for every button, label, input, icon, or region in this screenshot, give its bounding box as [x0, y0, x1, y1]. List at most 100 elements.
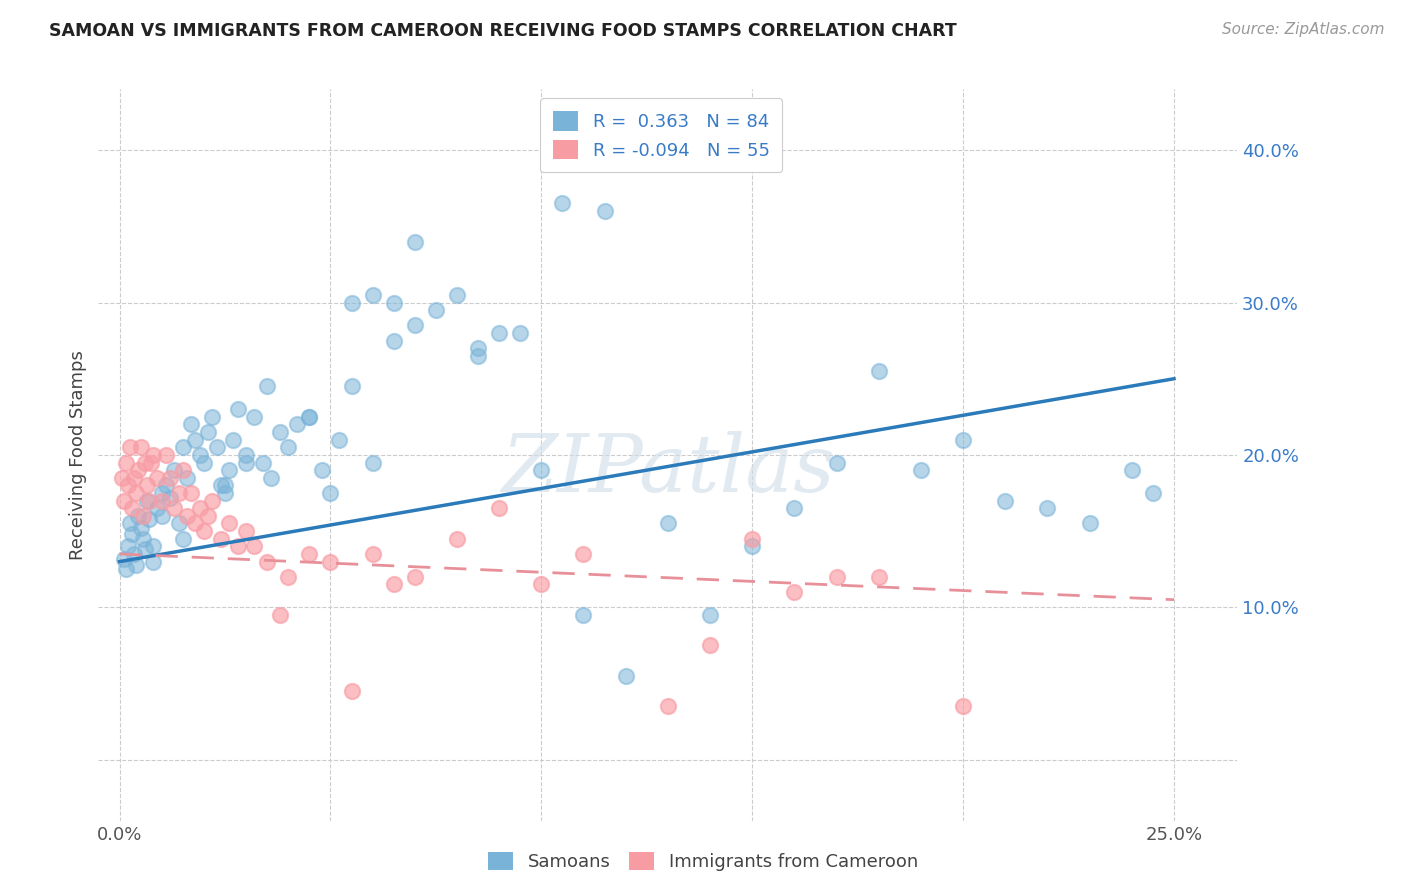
Point	[319, 555, 342, 569]
Point	[209, 532, 232, 546]
Point	[121, 501, 143, 516]
Point	[132, 532, 155, 546]
Point	[111, 471, 132, 485]
Point	[551, 196, 574, 211]
Point	[136, 493, 159, 508]
Point	[184, 433, 207, 447]
Point	[150, 508, 173, 523]
Point	[361, 288, 384, 302]
Point	[138, 493, 160, 508]
Point	[142, 539, 165, 553]
Point	[340, 295, 363, 310]
Legend: Samoans, Immigrants from Cameroon: Samoans, Immigrants from Cameroon	[481, 845, 925, 879]
Point	[910, 463, 932, 477]
Point	[218, 516, 240, 531]
Point	[1142, 486, 1164, 500]
Point	[124, 471, 146, 485]
Point	[260, 471, 283, 485]
Point	[188, 501, 211, 516]
Point	[218, 463, 240, 477]
Point	[163, 501, 186, 516]
Point	[125, 486, 148, 500]
Point	[155, 478, 177, 492]
Point	[509, 326, 531, 340]
Point	[201, 493, 224, 508]
Point	[467, 341, 489, 355]
Point	[252, 456, 274, 470]
Point	[141, 456, 163, 470]
Point	[404, 318, 426, 333]
Point	[382, 334, 405, 348]
Point	[572, 547, 595, 561]
Point	[783, 585, 806, 599]
Point	[467, 349, 489, 363]
Point	[120, 440, 141, 454]
Point	[201, 409, 224, 424]
Point	[446, 288, 468, 302]
Point	[235, 456, 257, 470]
Point	[1036, 501, 1059, 516]
Point	[120, 516, 141, 531]
Point	[530, 463, 553, 477]
Point	[952, 433, 974, 447]
Point	[117, 478, 139, 492]
Point	[277, 570, 299, 584]
Point	[657, 699, 679, 714]
Point	[167, 486, 190, 500]
Point	[172, 532, 194, 546]
Point	[825, 456, 848, 470]
Point	[699, 639, 721, 653]
Point	[269, 425, 291, 439]
Point	[404, 235, 426, 249]
Point	[159, 471, 181, 485]
Point	[572, 607, 595, 622]
Point	[129, 521, 152, 535]
Point	[193, 456, 215, 470]
Point	[311, 463, 333, 477]
Point	[530, 577, 553, 591]
Point	[159, 491, 181, 505]
Point	[172, 440, 194, 454]
Point	[298, 409, 321, 424]
Point	[136, 478, 159, 492]
Point	[952, 699, 974, 714]
Point	[868, 570, 890, 584]
Point	[319, 486, 342, 500]
Point	[868, 364, 890, 378]
Point	[657, 516, 679, 531]
Point	[184, 516, 207, 531]
Point	[132, 508, 155, 523]
Point	[269, 607, 291, 622]
Text: SAMOAN VS IMMIGRANTS FROM CAMEROON RECEIVING FOOD STAMPS CORRELATION CHART: SAMOAN VS IMMIGRANTS FROM CAMEROON RECEI…	[49, 22, 957, 40]
Point	[115, 456, 138, 470]
Point	[117, 539, 139, 553]
Point	[214, 478, 236, 492]
Point	[361, 456, 384, 470]
Point	[214, 486, 236, 500]
Point	[142, 555, 165, 569]
Point	[209, 478, 232, 492]
Point	[121, 527, 143, 541]
Point	[1121, 463, 1143, 477]
Point	[176, 471, 198, 485]
Point	[134, 542, 156, 557]
Point	[994, 493, 1017, 508]
Point	[146, 501, 169, 516]
Point	[277, 440, 299, 454]
Point	[129, 440, 152, 454]
Point	[128, 508, 150, 523]
Point	[340, 684, 363, 698]
Point	[593, 204, 616, 219]
Point	[1078, 516, 1101, 531]
Point	[138, 512, 160, 526]
Point	[328, 433, 350, 447]
Point	[741, 532, 763, 546]
Point	[285, 417, 308, 432]
Point	[425, 303, 447, 318]
Point	[150, 486, 173, 500]
Point	[614, 669, 637, 683]
Point	[167, 516, 190, 531]
Point	[115, 562, 138, 576]
Point	[235, 524, 257, 538]
Text: ZIPatlas: ZIPatlas	[501, 431, 835, 508]
